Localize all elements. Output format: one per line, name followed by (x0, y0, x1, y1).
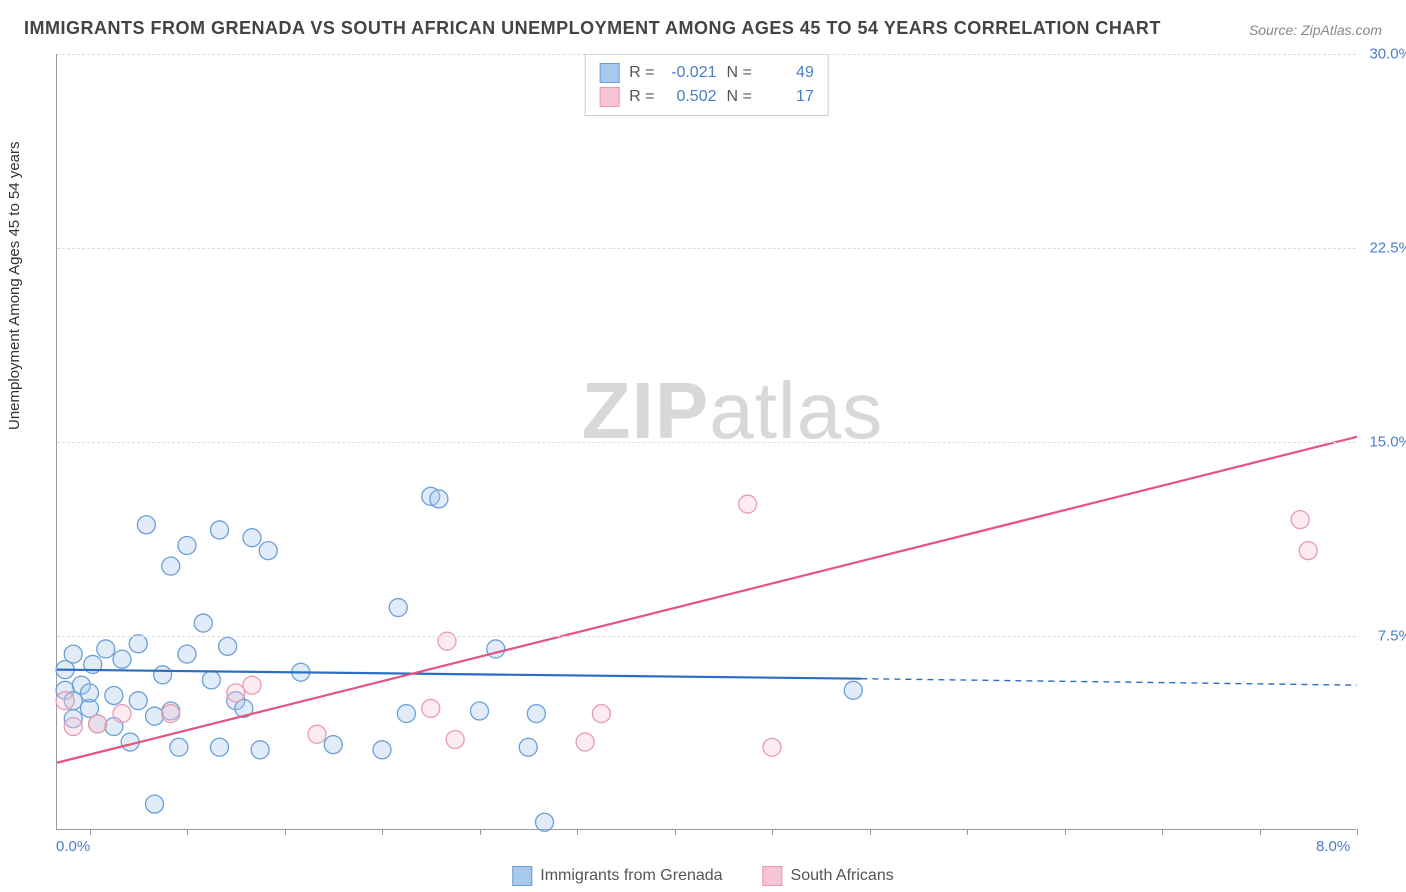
x-tick (382, 829, 383, 835)
y-tick-label: 22.5% (1362, 240, 1406, 257)
gridline (57, 248, 1356, 249)
chart-title: IMMIGRANTS FROM GRENADA VS SOUTH AFRICAN… (24, 18, 1161, 39)
x-tick (577, 829, 578, 835)
source-name: ZipAtlas.com (1301, 22, 1382, 38)
x-tick (1065, 829, 1066, 835)
x-tick (675, 829, 676, 835)
plot-area: ZIPatlas R = -0.021 N = 49 R = 0.502 N =… (56, 54, 1356, 830)
x-tick (187, 829, 188, 835)
x-tick (772, 829, 773, 835)
y-axis-label: Unemployment Among Ages 45 to 54 years (6, 141, 23, 430)
x-axis-max-label: 8.0% (1316, 838, 1350, 855)
x-tick (1260, 829, 1261, 835)
legend-bottom: Immigrants from Grenada South Africans (512, 866, 893, 886)
legend-label-series1: Immigrants from Grenada (540, 867, 722, 885)
y-tick-label: 7.5% (1362, 628, 1406, 645)
x-tick (1357, 829, 1358, 835)
y-tick-label: 15.0% (1362, 434, 1406, 451)
x-tick (285, 829, 286, 835)
x-axis-min-label: 0.0% (56, 838, 90, 855)
y-tick-label: 30.0% (1362, 46, 1406, 63)
legend-label-series2: South Africans (791, 867, 894, 885)
x-tick (967, 829, 968, 835)
gridline (57, 636, 1356, 637)
legend-item-series1: Immigrants from Grenada (512, 866, 722, 886)
gridline (57, 442, 1356, 443)
swatch-series1-legend (512, 866, 532, 886)
x-tick (480, 829, 481, 835)
source-prefix: Source: (1249, 22, 1301, 38)
x-tick (1162, 829, 1163, 835)
x-tick (90, 829, 91, 835)
swatch-series2-legend (763, 866, 783, 886)
source-attribution: Source: ZipAtlas.com (1249, 22, 1382, 38)
legend-item-series2: South Africans (763, 866, 894, 886)
gridline (57, 54, 1356, 55)
x-tick (870, 829, 871, 835)
